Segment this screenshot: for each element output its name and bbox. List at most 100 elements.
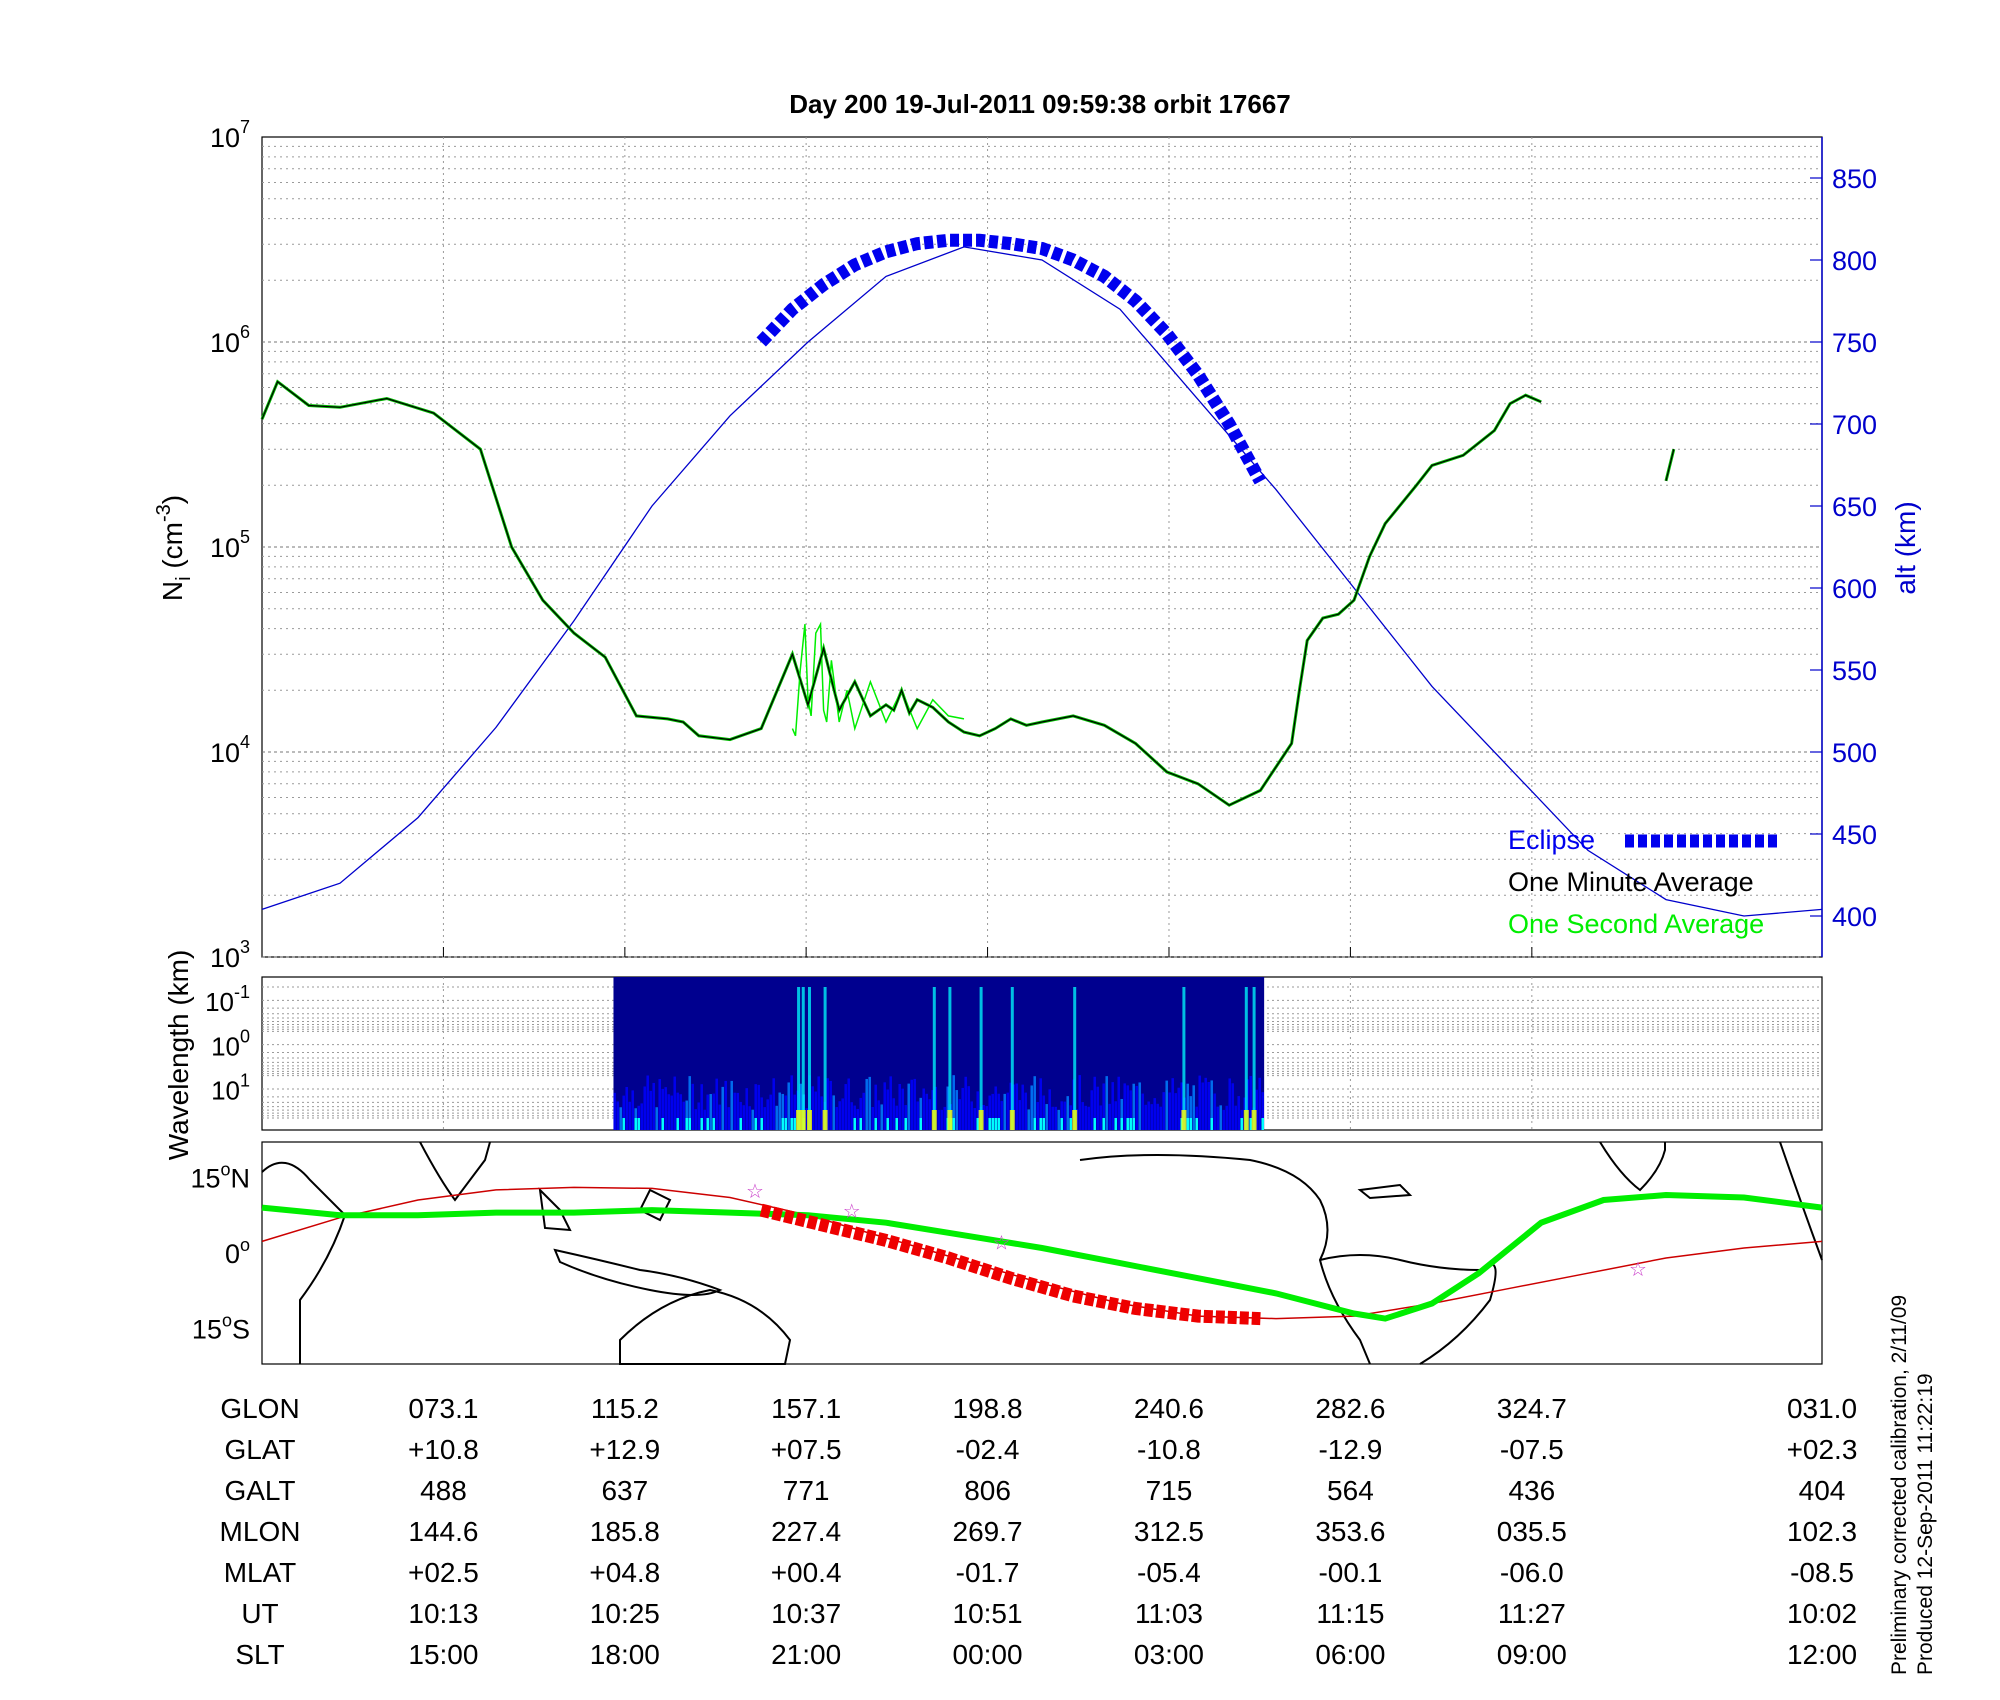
spectrogram-column [778,1092,781,1130]
spectrogram-column [1123,1083,1126,1130]
spectrogram-column [1081,1102,1084,1130]
spectrogram-column [661,1088,664,1130]
spectrogram-low-band [1114,1118,1117,1130]
table-cell: -07.5 [1499,1434,1564,1465]
table-cell: -10.8 [1137,1434,1201,1465]
y-tick-label: 103 [210,937,250,973]
spectrogram-column [709,1094,712,1130]
spectrogram-column [1117,1076,1120,1130]
spectrogram-column [1054,1106,1057,1130]
spectrogram-low-band [688,1118,691,1130]
spectrogram-column [973,1108,976,1130]
legend: Eclipse One Minute Average One Second Av… [1508,825,1778,939]
spectrogram-column [859,1097,862,1130]
spectrogram-peak [800,1110,806,1130]
y-tick-exponent: 5 [240,527,250,547]
spectrogram-column [1033,1076,1036,1130]
table-cell: 073.1 [408,1393,479,1424]
spectrogram-low-band [952,1118,955,1130]
spectrogram-column [1018,1100,1021,1130]
table-cell: 324.7 [1496,1393,1567,1424]
spectrogram-column [790,1075,793,1130]
spectrogram-column [766,1099,769,1130]
spectrogram-column [952,1075,955,1130]
table-cell: 240.6 [1133,1393,1204,1424]
spectrogram-column [1126,1085,1129,1130]
spectrogram-column [892,1098,895,1130]
spectrogram-column [1120,1098,1123,1130]
table-cell: +12.9 [589,1434,661,1465]
spectrogram-column [1039,1078,1042,1130]
spectrogram-column [658,1079,661,1130]
spectrogram-column [616,1101,619,1130]
spectrogram-column [1150,1104,1153,1130]
latitude-deg: 0 [225,1239,240,1269]
spectrogram-column [1051,1106,1054,1130]
spectrogram-low-band [1060,1118,1063,1130]
spectrogram-low-band [1195,1118,1198,1130]
spectrogram-column [769,1094,772,1130]
spectrogram-column [757,1084,760,1130]
spectrogram-column [1096,1086,1099,1130]
altitude-tick-label: 750 [1832,328,1877,358]
spectrogram-column [718,1104,721,1130]
spectrogram-column [898,1083,901,1130]
spectrogram-column [1225,1105,1228,1130]
spectrogram-column [1171,1078,1174,1130]
wavelength-tick-label: 10-1 [205,982,250,1017]
spectrogram-peak [1251,1110,1257,1130]
spectrogram-column [1189,1096,1192,1130]
spectrogram-column [826,1078,829,1130]
spectrogram-low-band [1102,1118,1105,1130]
latitude-deg: 15 [190,1163,220,1193]
spectrogram-peak [1181,1110,1187,1130]
spectrogram-column [730,1080,733,1130]
spectrogram-column [1093,1076,1096,1130]
spectrogram-column [991,1093,994,1130]
spectrogram-bright-column [932,987,936,1130]
spectrogram-peak [1009,1110,1015,1130]
wavelength-tick-exponent: -1 [234,982,250,1002]
latitude-degree-symbol: o [222,1311,232,1331]
table-cell: 637 [601,1475,649,1506]
spectrogram-column [1099,1105,1102,1130]
spectrogram-column [1144,1104,1147,1130]
spectrogram-column [1207,1082,1210,1130]
spectrogram-column [664,1087,667,1130]
spectrogram-low-band [976,1118,979,1130]
spectrogram-column [805,1108,808,1130]
table-cell: 227.4 [771,1516,842,1547]
spectrogram-column [748,1106,751,1130]
table-cell: 10:02 [1786,1598,1858,1629]
density-y-label: Ni (cm-3) [153,495,195,601]
spectrogram-column [1027,1109,1030,1130]
spectrogram-low-band [739,1118,742,1130]
spectrogram-column [904,1105,907,1130]
spectrogram-column [1210,1080,1213,1130]
spectrogram-column [877,1100,880,1130]
table-cell: 806 [964,1475,1011,1506]
spectrogram-column [889,1076,892,1130]
legend-eclipse-label: Eclipse [1508,825,1595,855]
spectrogram-column [1102,1083,1105,1130]
spectrogram-column [970,1101,973,1130]
spectrogram-column [916,1101,919,1130]
spectrogram-column [667,1094,670,1130]
spectrogram-column [1084,1105,1087,1130]
table-cell: 035.5 [1496,1516,1567,1547]
spectrogram-column [853,1105,856,1130]
chart-title: Day 200 19-Jul-2011 09:59:38 orbit 17667 [789,89,1291,119]
spectrogram-column [676,1092,679,1130]
spectrogram-low-band [1249,1118,1252,1130]
spectrogram-column [1057,1109,1060,1130]
table-cell: 404 [1798,1475,1846,1506]
spectrogram-peak [807,1110,812,1130]
spectrogram-column [1147,1101,1150,1130]
density-y-axis: 103 104 105 106 107 [210,117,250,973]
spectrogram-column [673,1076,676,1130]
spectrogram-column [1258,1077,1261,1130]
density-series [260,233,1823,917]
spectrogram-column [1114,1101,1117,1130]
spectrogram-column [682,1101,685,1130]
table-cell: 564 [1327,1475,1374,1506]
